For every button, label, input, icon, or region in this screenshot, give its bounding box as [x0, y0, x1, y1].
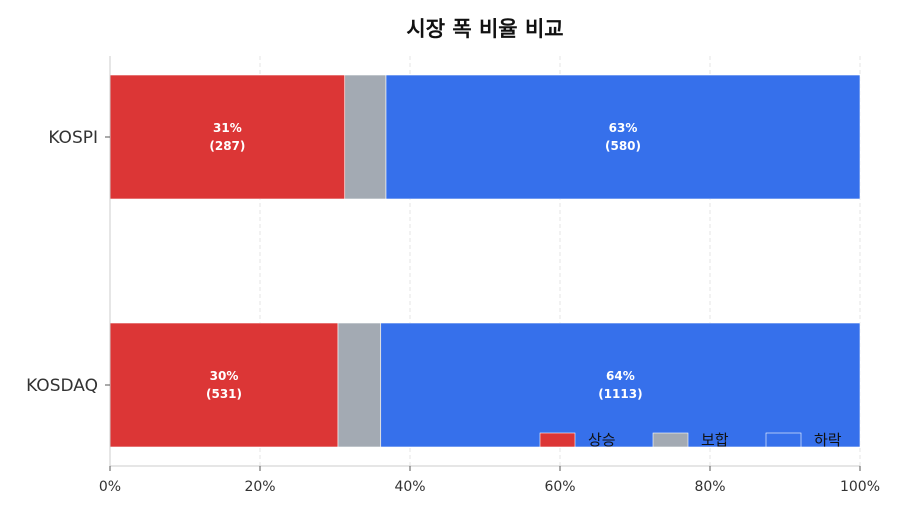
- grid-lines: [259, 56, 861, 466]
- bar-segment: [385, 74, 861, 200]
- x-tick-label: 80%: [694, 479, 725, 495]
- x-tick-label: 100%: [840, 479, 880, 495]
- bar-segment: [337, 322, 382, 448]
- category-label: KOSPI: [48, 128, 98, 148]
- bar-data-label: (580): [605, 139, 641, 153]
- x-tick-label: 20%: [244, 479, 275, 495]
- x-tick-label: 0%: [99, 479, 121, 495]
- legend: 상승 보합 하락: [539, 431, 842, 449]
- bar-segment: [344, 74, 387, 200]
- legend-label: 하락: [814, 431, 842, 449]
- legend-swatch: [765, 432, 802, 448]
- bar-data-label: (1113): [598, 387, 642, 401]
- bar-segment: [109, 74, 346, 200]
- bars: 31% (287) 63% (580) 30% (531) 64% (1113): [109, 74, 861, 448]
- legend-label: 상승: [588, 431, 616, 449]
- bar-data-label: 30%: [210, 369, 239, 383]
- bar-data-label: 31%: [213, 121, 242, 135]
- legend-swatch: [652, 432, 689, 448]
- bar-data-label: (287): [209, 139, 245, 153]
- bar-data-label: 63%: [609, 121, 638, 135]
- legend-label: 보합: [701, 431, 729, 449]
- legend-swatch: [539, 432, 576, 448]
- bar-segment: [380, 322, 861, 448]
- bar-data-label: 64%: [606, 369, 635, 383]
- x-tick-label: 60%: [544, 479, 575, 495]
- category-label: KOSDAQ: [26, 376, 98, 396]
- bar-segment: [109, 322, 339, 448]
- axes: 0% 20% 40% 60% 80% 100% KOSPI KOSDAQ: [26, 56, 880, 495]
- chart-title: 시장 폭 비율 비교: [406, 17, 563, 41]
- x-tick-label: 40%: [394, 479, 425, 495]
- bar-data-label: (531): [206, 387, 242, 401]
